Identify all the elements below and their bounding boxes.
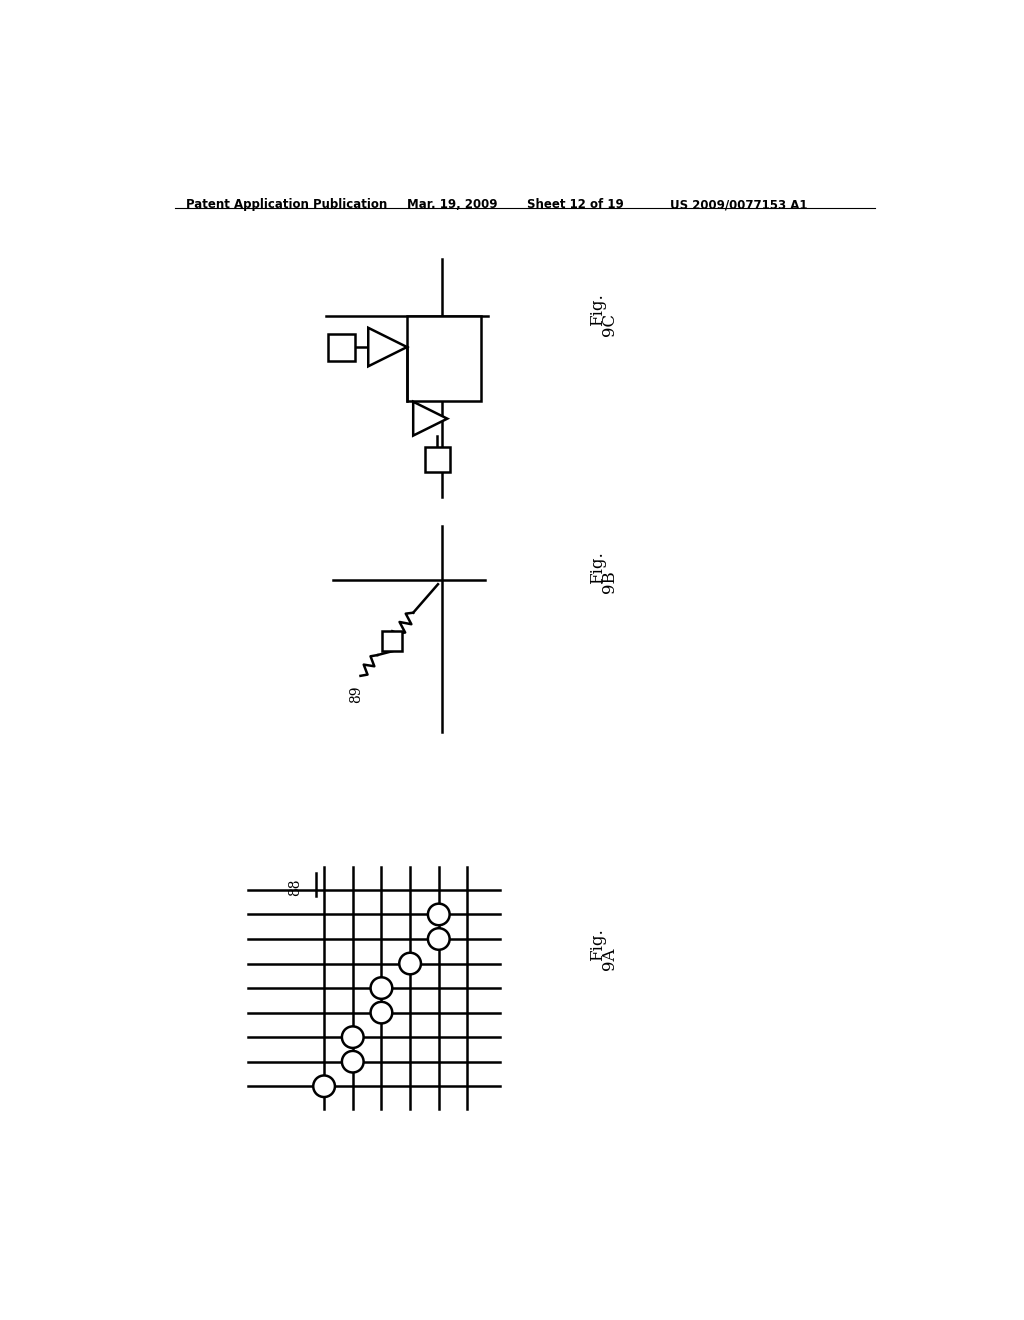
- Ellipse shape: [313, 1076, 335, 1097]
- Text: 9A: 9A: [601, 948, 617, 970]
- Ellipse shape: [342, 1027, 364, 1048]
- Bar: [407, 317, 480, 401]
- Text: Fig.: Fig.: [589, 552, 606, 583]
- Bar: [328, 334, 355, 360]
- Ellipse shape: [371, 1002, 392, 1023]
- Text: US 2009/0077153 A1: US 2009/0077153 A1: [671, 198, 808, 211]
- Bar: [382, 631, 402, 651]
- Text: Fig.: Fig.: [589, 293, 606, 326]
- Text: 9B: 9B: [601, 570, 617, 593]
- Text: Patent Application Publication: Patent Application Publication: [186, 198, 387, 211]
- Text: Sheet 12 of 19: Sheet 12 of 19: [527, 198, 624, 211]
- Text: Fig.: Fig.: [589, 928, 606, 961]
- Bar: [425, 447, 450, 471]
- Ellipse shape: [428, 928, 450, 950]
- Text: Mar. 19, 2009: Mar. 19, 2009: [407, 198, 498, 211]
- Ellipse shape: [428, 904, 450, 925]
- Ellipse shape: [371, 977, 392, 999]
- Polygon shape: [414, 401, 447, 436]
- Text: 89: 89: [349, 686, 362, 704]
- Text: 88: 88: [289, 878, 302, 896]
- Text: 9C: 9C: [601, 313, 617, 335]
- Ellipse shape: [399, 953, 421, 974]
- Ellipse shape: [342, 1051, 364, 1072]
- Polygon shape: [369, 327, 407, 367]
